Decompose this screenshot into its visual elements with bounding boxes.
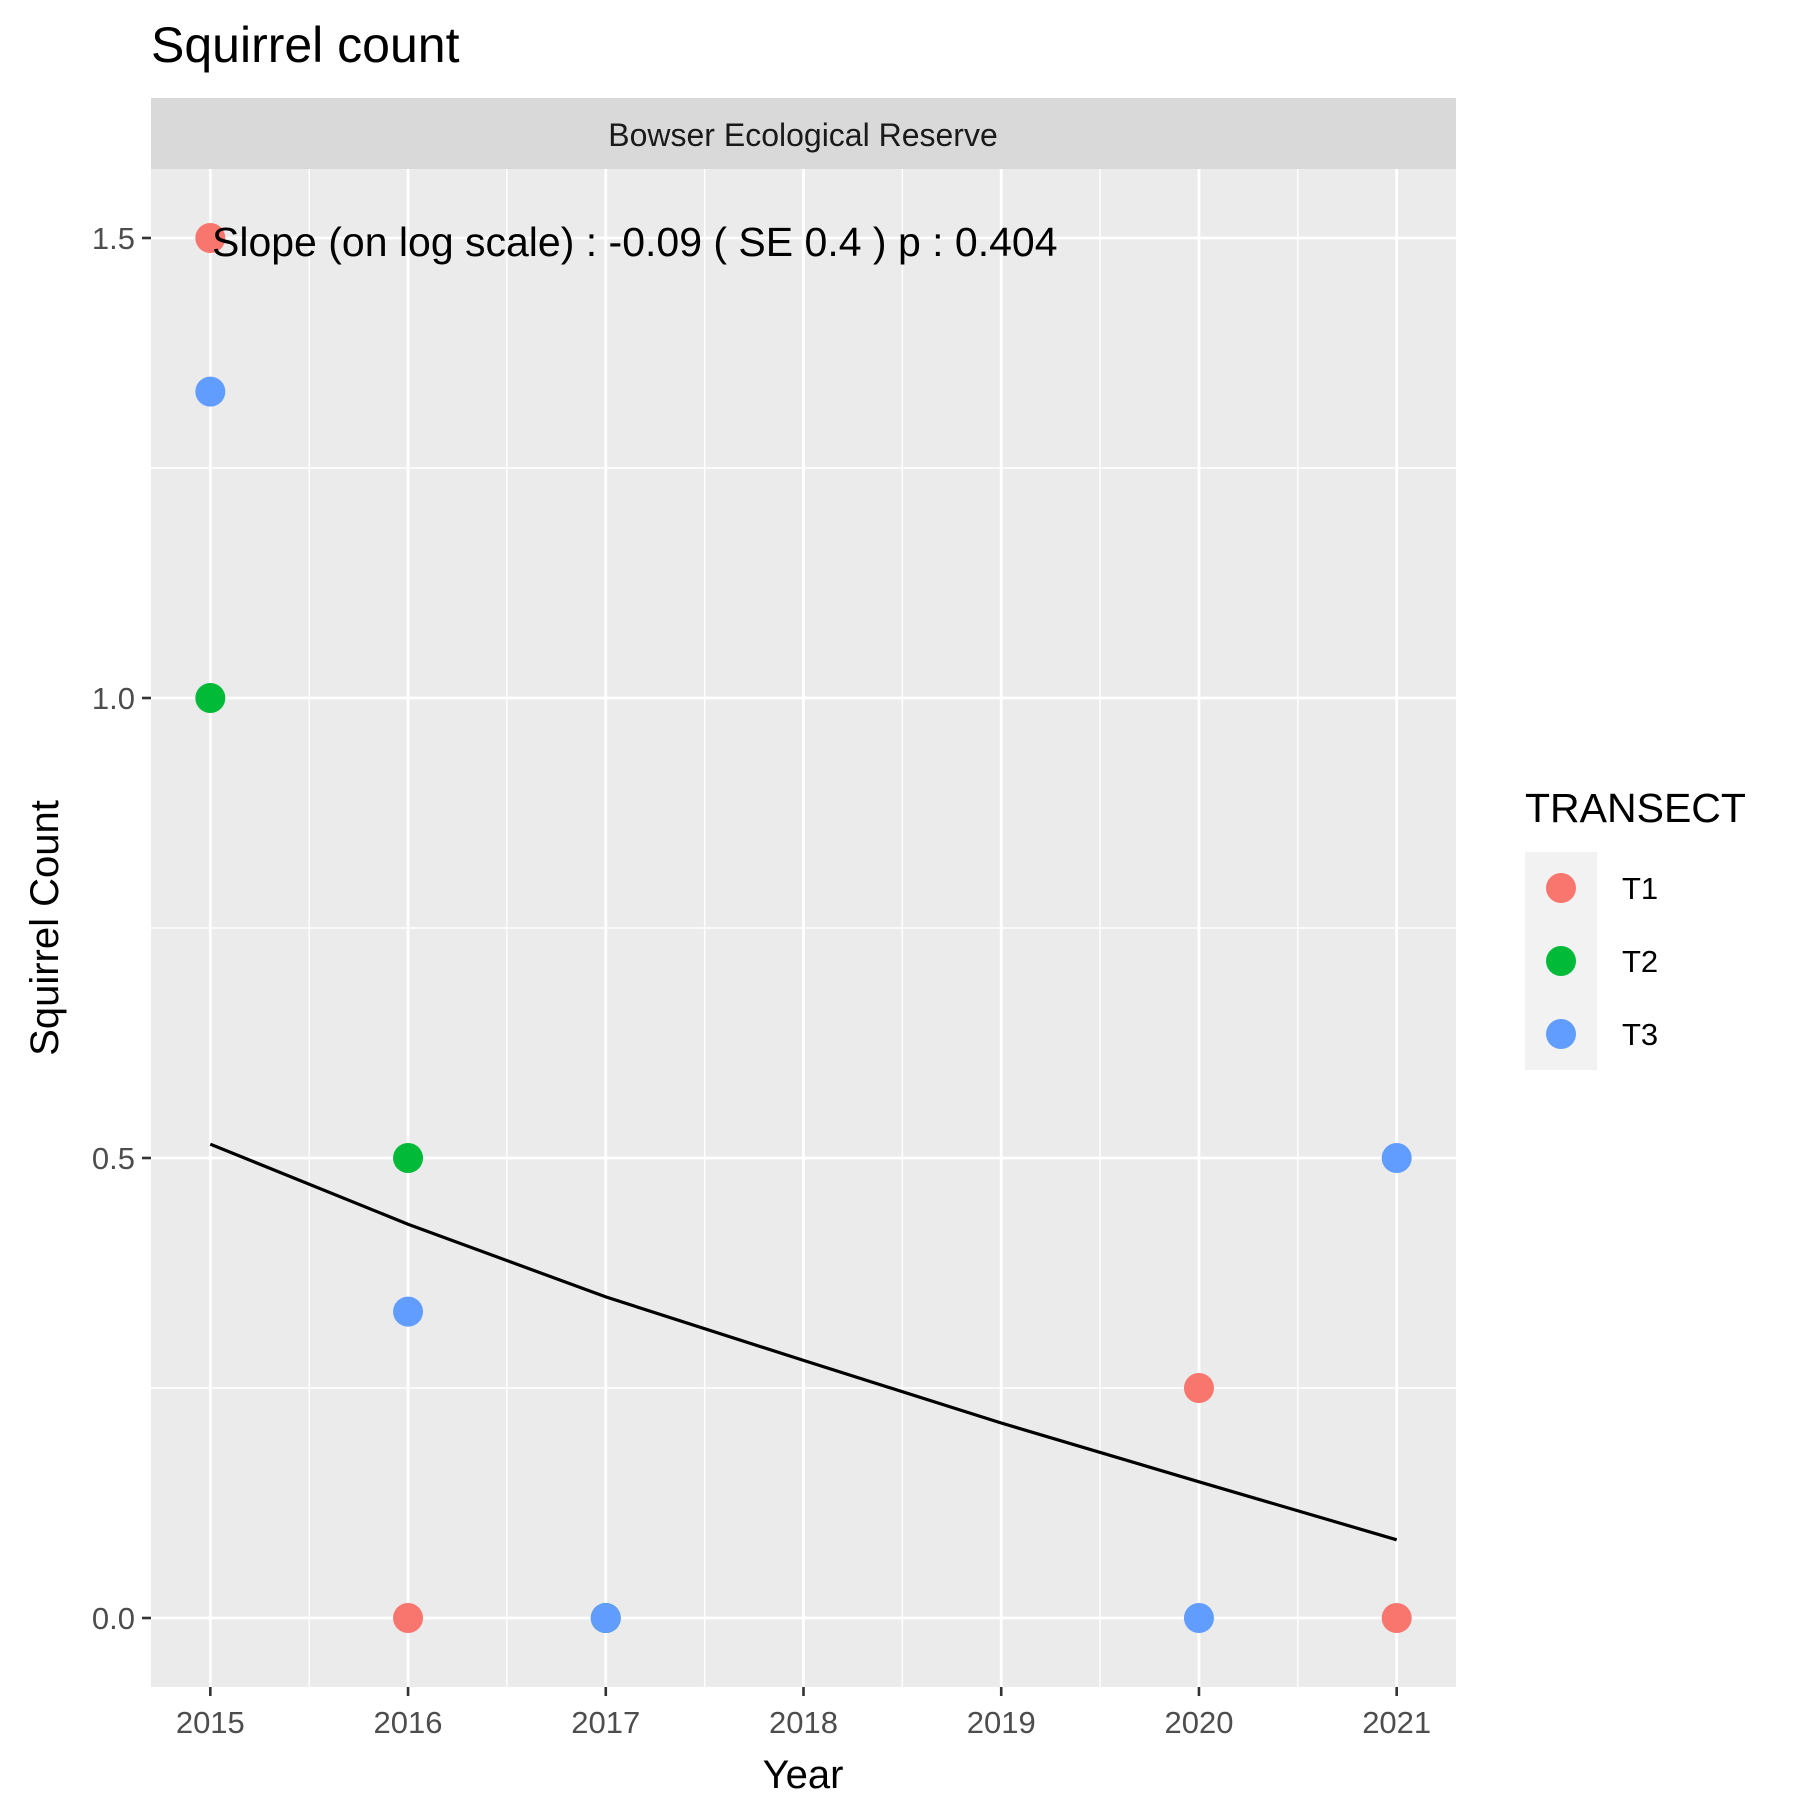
slope-annotation: Slope (on log scale) : -0.09 ( SE 0.4 ) …	[212, 219, 1058, 265]
point-t1	[195, 223, 226, 253]
trend-layer	[209, 1142, 1398, 1542]
y-axis-title: Squirrel Count	[23, 800, 67, 1056]
point-t2	[195, 683, 226, 713]
y-tick-label: 0.5	[92, 1141, 135, 1176]
x-tick-label: 2021	[1362, 1705, 1431, 1740]
grid-minor	[151, 169, 1456, 1687]
x-tick-label: 2016	[374, 1705, 443, 1740]
point-t3	[1183, 1603, 1214, 1633]
points-layer	[195, 223, 1412, 1633]
facet-strip-label: Bowser Ecological Reserve	[608, 117, 998, 153]
facet-strip	[151, 98, 1456, 169]
y-tick-label: 0.0	[92, 1601, 135, 1636]
legend-label-t3: T3	[1622, 1017, 1658, 1052]
point-t1	[393, 1603, 424, 1633]
x-axis: 2015 2016 2017 2018 2019 2020 2021	[176, 1687, 1431, 1740]
legend-key-t1	[1546, 873, 1576, 903]
x-tick-label: 2018	[769, 1705, 838, 1740]
legend-key-t3	[1546, 1019, 1576, 1049]
point-t3	[393, 1296, 424, 1327]
legend-key-t2	[1546, 946, 1576, 976]
point-t2	[393, 1143, 424, 1173]
point-t3	[195, 376, 226, 407]
y-tick-label: 1.0	[92, 681, 135, 716]
y-axis: 0.0 0.5 1.0 1.5	[92, 221, 151, 1636]
point-t1	[1183, 1373, 1214, 1403]
x-tick-label: 2015	[176, 1705, 245, 1740]
legend: T1 T2 T3	[1546, 871, 1658, 1052]
y-tick-label: 1.5	[92, 221, 135, 256]
x-tick-label: 2019	[967, 1705, 1036, 1740]
point-t1	[1381, 1603, 1412, 1633]
legend-label-t1: T1	[1622, 871, 1658, 906]
legend-title: TRANSECT	[1525, 785, 1746, 831]
point-t3	[590, 1603, 621, 1633]
x-axis-title: Year	[763, 1753, 844, 1797]
chart-title: Squirrel count	[151, 17, 460, 73]
x-tick-label: 2020	[1164, 1705, 1233, 1740]
trend-line	[209, 1142, 1398, 1542]
legend-label-t2: T2	[1622, 944, 1658, 979]
x-tick-label: 2017	[571, 1705, 640, 1740]
point-t3	[1381, 1143, 1412, 1173]
grid-major	[151, 169, 1456, 1687]
